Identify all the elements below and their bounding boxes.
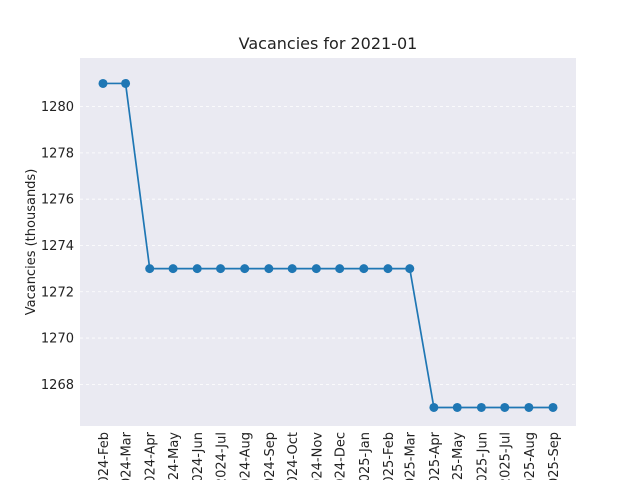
plot-area <box>80 58 576 426</box>
y-tick-label: 1272 <box>41 285 74 300</box>
x-tick-label: 2025-Sep <box>547 432 562 480</box>
y-tick-label: 1274 <box>41 239 74 254</box>
x-tick-label: 2025-May <box>451 432 466 480</box>
y-tick-label: 1270 <box>41 332 74 347</box>
data-point <box>240 264 250 274</box>
x-tick-label: 2024-Dec <box>334 432 349 480</box>
data-point <box>476 402 486 412</box>
y-axis-label: Vacancies (thousands) <box>24 169 39 316</box>
grid-lines <box>80 106 576 385</box>
data-point <box>524 402 534 412</box>
data-point <box>287 264 297 274</box>
data-point <box>405 264 415 274</box>
x-tick-label: 2024-Apr <box>144 431 159 480</box>
x-tick-label: 2025-Apr <box>428 431 443 480</box>
data-point <box>98 78 108 88</box>
data-point <box>429 402 439 412</box>
chart-title: Vacancies for 2021-01 <box>239 34 418 53</box>
x-tick-label: 2024-Feb <box>97 432 112 480</box>
x-tick-label: 2024-Oct <box>286 432 301 480</box>
data-point <box>335 264 345 274</box>
x-tick-label: 2025-Aug <box>523 432 538 480</box>
x-axis-ticks: 2024-Feb 2024-Mar 2024-Apr 2024-May 2024-Jun… <box>97 431 562 480</box>
data-point <box>311 264 321 274</box>
data-point <box>216 264 226 274</box>
data-point <box>548 402 558 412</box>
data-point <box>452 402 462 412</box>
x-tick-label: 2024-Jun <box>191 432 206 480</box>
data-point <box>359 264 369 274</box>
x-tick-label: 2024-Jul <box>215 432 230 480</box>
x-tick-label: 2025-Jun <box>475 432 490 480</box>
data-point <box>168 264 178 274</box>
x-tick-label: 2024-Nov <box>310 432 325 480</box>
x-tick-label: 2024-Mar <box>120 431 135 480</box>
x-tick-label: 2024-Aug <box>239 432 254 480</box>
data-point <box>121 78 131 88</box>
y-axis-ticks: 1268 1270 1272 1274 1276 1278 1280 <box>41 100 74 393</box>
x-tick-label: 2024-Sep <box>263 432 278 480</box>
x-tick-label: 2025-Mar <box>404 431 419 480</box>
y-tick-label: 1276 <box>41 193 74 208</box>
data-points <box>98 78 558 412</box>
data-point <box>192 264 202 274</box>
data-point <box>383 264 393 274</box>
x-tick-label: 2025-Jan <box>358 432 373 480</box>
y-tick-label: 1268 <box>41 378 74 393</box>
y-tick-label: 1278 <box>41 146 74 161</box>
x-tick-label: 2024-May <box>167 432 182 480</box>
x-tick-label: 2025-Jul <box>499 432 514 480</box>
data-point <box>264 264 274 274</box>
data-point <box>145 264 155 274</box>
data-point <box>500 402 510 412</box>
y-tick-label: 1280 <box>41 100 74 115</box>
x-tick-label: 2025-Feb <box>382 432 397 480</box>
